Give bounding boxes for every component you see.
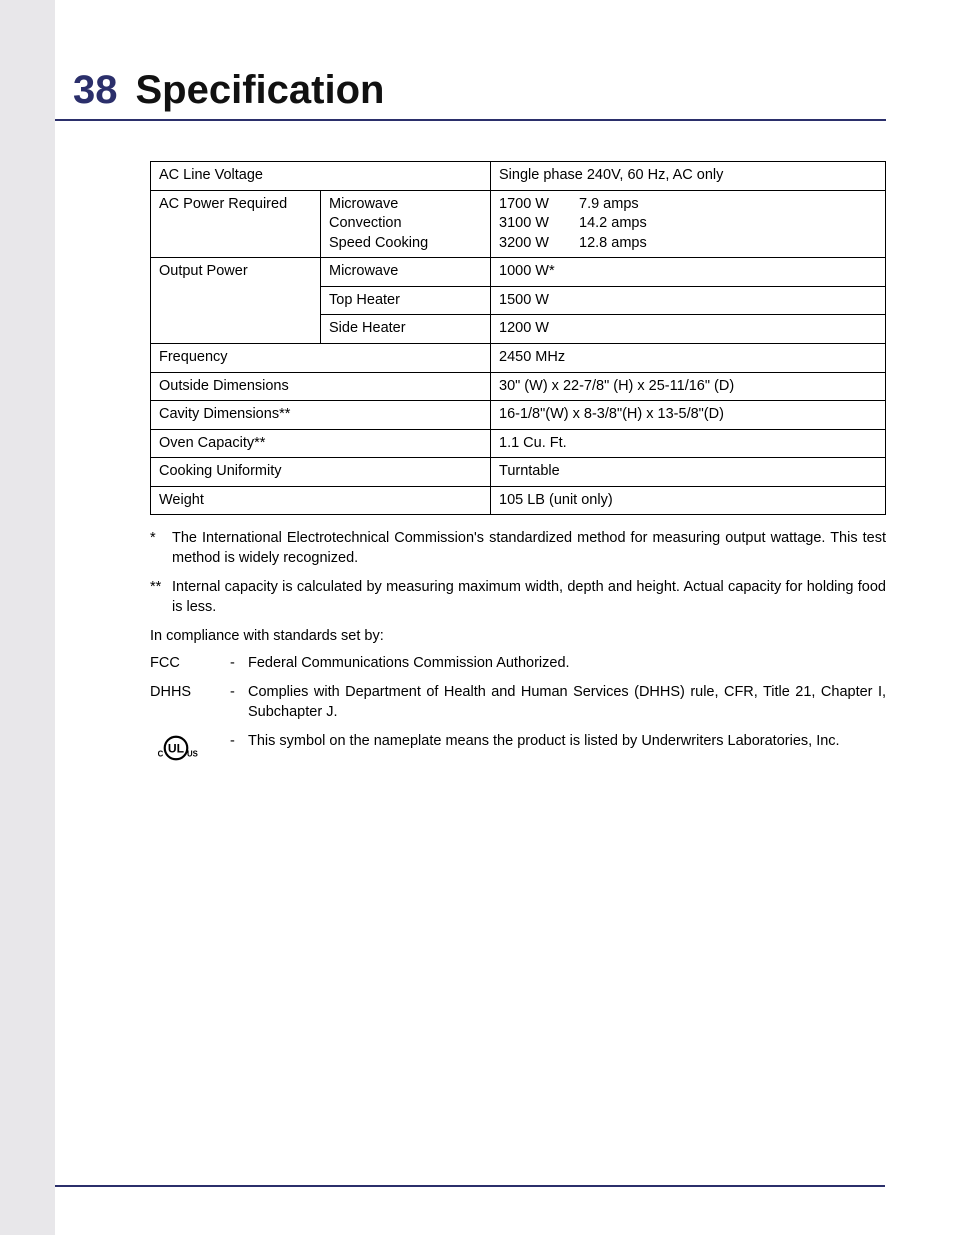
compliance-item: UL C US - This symbol on the nameplate m… <box>150 732 886 764</box>
spec-value: 16-1/8"(W) x 8-3/8"(H) x 13-5/8"(D) <box>491 401 886 430</box>
ul-listed-icon: UL C US <box>150 732 210 764</box>
table-row: Side Heater 1200 W <box>151 315 886 344</box>
value-line: 1700 W7.9 amps <box>499 195 877 215</box>
document-page: 38 Specification AC Line Voltage Single … <box>55 0 954 1235</box>
value-line: 3100 W14.2 amps <box>499 214 877 234</box>
spec-value: 1700 W7.9 amps 3100 W14.2 amps 3200 W12.… <box>491 190 886 258</box>
spec-label <box>151 286 321 315</box>
compliance-text: This symbol on the nameplate means the p… <box>248 732 886 764</box>
spec-value: Single phase 240V, 60 Hz, AC only <box>491 162 886 191</box>
spec-label: Output Power <box>151 258 321 287</box>
svg-text:C: C <box>158 750 164 759</box>
footnote-mark: * <box>150 529 172 568</box>
spec-label: Weight <box>151 486 491 515</box>
table-row: Frequency 2450 MHz <box>151 343 886 372</box>
footer-rule <box>55 1185 885 1187</box>
table-row: AC Line Voltage Single phase 240V, 60 Hz… <box>151 162 886 191</box>
svg-text:UL: UL <box>168 742 185 756</box>
spec-label: Outside Dimensions <box>151 372 491 401</box>
table-row: Outside Dimensions 30" (W) x 22-7/8" (H)… <box>151 372 886 401</box>
spec-sublabel: Microwave Convection Speed Cooking <box>321 190 491 258</box>
table-row: Oven Capacity** 1.1 Cu. Ft. <box>151 429 886 458</box>
compliance-text: Federal Communications Commission Author… <box>248 654 886 674</box>
sub-item: Speed Cooking <box>329 234 482 254</box>
table-row: AC Power Required Microwave Convection S… <box>151 190 886 258</box>
spec-sublabel: Microwave <box>321 258 491 287</box>
spec-label <box>151 315 321 344</box>
spec-label: AC Power Required <box>151 190 321 258</box>
spec-label: Oven Capacity** <box>151 429 491 458</box>
spec-label: AC Line Voltage <box>151 162 491 191</box>
compliance-label: DHHS <box>150 683 230 722</box>
table-row: Cooking Uniformity Turntable <box>151 458 886 487</box>
table-row: Output Power Microwave 1000 W* <box>151 258 886 287</box>
value-line: 3200 W12.8 amps <box>499 234 877 254</box>
compliance-intro: In compliance with standards set by: <box>150 628 886 644</box>
footnote: ** Internal capacity is calculated by me… <box>150 578 886 617</box>
spec-value: 1000 W* <box>491 258 886 287</box>
sub-item: Convection <box>329 214 482 234</box>
table-row: Cavity Dimensions** 16-1/8"(W) x 8-3/8"(… <box>151 401 886 430</box>
compliance-text: Complies with Department of Health and H… <box>248 683 886 722</box>
dash: - <box>230 732 248 764</box>
specification-table: AC Line Voltage Single phase 240V, 60 Hz… <box>150 161 886 515</box>
spec-value: 2450 MHz <box>491 343 886 372</box>
compliance-label: UL C US <box>150 732 230 764</box>
sub-item: Microwave <box>329 195 482 215</box>
page-title: Specification <box>136 68 385 113</box>
table-row: Weight 105 LB (unit only) <box>151 486 886 515</box>
page-header: 38 Specification <box>55 68 886 121</box>
page-number: 38 <box>73 68 118 113</box>
table-row: Top Heater 1500 W <box>151 286 886 315</box>
svg-text:US: US <box>187 750 198 759</box>
footnote-text: The International Electrotechnical Commi… <box>172 529 886 568</box>
footnotes: * The International Electrotechnical Com… <box>150 529 886 617</box>
spec-value: 30" (W) x 22-7/8" (H) x 25-11/16" (D) <box>491 372 886 401</box>
footnote-text: Internal capacity is calculated by measu… <box>172 578 886 617</box>
spec-sublabel: Side Heater <box>321 315 491 344</box>
dash: - <box>230 654 248 674</box>
spec-label: Cooking Uniformity <box>151 458 491 487</box>
compliance-item: FCC - Federal Communications Commission … <box>150 654 886 674</box>
spec-label: Frequency <box>151 343 491 372</box>
spec-value: 1200 W <box>491 315 886 344</box>
dash: - <box>230 683 248 722</box>
spec-label: Cavity Dimensions** <box>151 401 491 430</box>
spec-value: 105 LB (unit only) <box>491 486 886 515</box>
spec-value: 1.1 Cu. Ft. <box>491 429 886 458</box>
footnote: * The International Electrotechnical Com… <box>150 529 886 568</box>
spec-value: Turntable <box>491 458 886 487</box>
spec-sublabel: Top Heater <box>321 286 491 315</box>
compliance-item: DHHS - Complies with Department of Healt… <box>150 683 886 722</box>
page-content: AC Line Voltage Single phase 240V, 60 Hz… <box>55 161 886 764</box>
footnote-mark: ** <box>150 578 172 617</box>
spec-value: 1500 W <box>491 286 886 315</box>
compliance-label: FCC <box>150 654 230 674</box>
